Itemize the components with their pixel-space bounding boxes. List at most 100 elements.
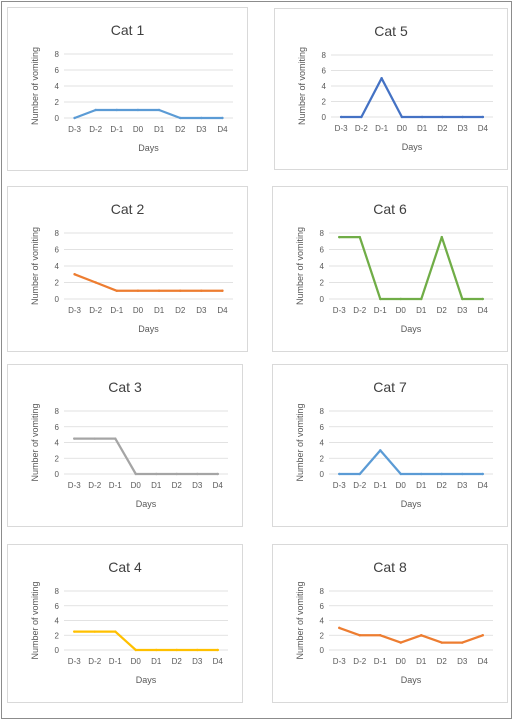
data-point	[358, 472, 361, 476]
x-tick-label: D1	[417, 124, 428, 133]
data-point	[440, 472, 443, 476]
x-tick-label: D0	[133, 125, 144, 134]
data-point	[196, 648, 199, 652]
x-tick-label: D1	[416, 306, 427, 315]
x-tick-label: D-1	[110, 306, 123, 315]
y-tick-label: 8	[322, 51, 327, 60]
x-axis-title: Days	[401, 324, 422, 334]
data-point	[157, 108, 161, 112]
y-tick-label: 8	[55, 407, 60, 416]
y-tick-label: 2	[320, 631, 325, 640]
data-point	[399, 297, 402, 301]
y-tick-label: 0	[55, 646, 60, 655]
y-tick-label: 0	[55, 114, 60, 123]
x-tick-label: D-1	[109, 481, 122, 490]
y-tick-label: 8	[55, 229, 60, 238]
chart-title: Cat 2	[111, 201, 145, 217]
x-tick-label: D-2	[353, 657, 366, 666]
x-axis-title: Days	[401, 675, 422, 685]
y-tick-label: 6	[55, 602, 60, 611]
y-tick-label: 0	[55, 295, 60, 304]
data-point	[441, 115, 444, 119]
series-line	[73, 108, 224, 120]
x-tick-label: D-3	[333, 481, 346, 490]
data-point	[221, 116, 224, 120]
x-tick-label: D-2	[353, 306, 366, 315]
data-point	[93, 437, 96, 440]
data-point	[481, 297, 484, 301]
series-line	[338, 626, 484, 644]
x-tick-label: D0	[131, 481, 142, 490]
chart-panel-cat-1: Cat 1 0 2 4 6 8 D-3 D-2 D-1 D0 D1 D2 D3 D4 Days Number …	[7, 7, 248, 171]
data-point	[200, 116, 203, 120]
chart-svg: Cat 1 0 2 4 6 8 D-3 D-2 D-1 D0 D1 D2 D3 D4 Days Number …	[30, 22, 233, 153]
data-point	[175, 648, 178, 652]
x-tick-label: D3	[457, 306, 468, 315]
x-tick-label: D-1	[109, 657, 122, 666]
x-tick-label: D-3	[333, 306, 346, 315]
x-tick-label: D-1	[375, 124, 388, 133]
chart-panel-cat-8: Cat 8 0 2 4 6 8 D-3 D-2 D-1 D0 D1 D2 D3 D4 Days Number …	[272, 544, 508, 703]
data-point	[178, 289, 182, 292]
x-tick-label: D-1	[374, 306, 387, 315]
chart-panel-cat-3: Cat 3 0 2 4 6 8 D-3 D-2 D-1 D0 D1 D2 D3 D4 Days Number …	[7, 364, 243, 527]
x-tick-label: D-2	[88, 481, 101, 490]
data-point	[155, 472, 158, 476]
chart-svg: Cat 3 0 2 4 6 8 D-3 D-2 D-1 D0 D1 D2 D3 D4 Days Number …	[30, 379, 228, 509]
x-tick-label: D-2	[89, 306, 102, 315]
x-tick-label: D-1	[110, 125, 123, 134]
data-point	[221, 289, 224, 292]
chart-title: Cat 3	[108, 379, 142, 395]
chart-title: Cat 5	[374, 23, 408, 39]
y-tick-label: 6	[55, 246, 60, 255]
x-tick-label: D3	[192, 657, 203, 666]
data-point	[461, 641, 464, 644]
y-tick-label: 0	[322, 113, 327, 122]
x-tick-label: D4	[213, 657, 224, 666]
x-tick-label: D2	[175, 306, 186, 315]
data-point	[155, 648, 158, 652]
data-point	[420, 634, 423, 637]
y-tick-label: 4	[55, 439, 60, 448]
data-point	[178, 116, 182, 120]
data-point	[73, 116, 76, 120]
data-point	[338, 235, 341, 239]
x-tick-label: D4	[217, 125, 228, 134]
y-tick-label: 8	[55, 587, 60, 596]
x-tick-label: D-3	[68, 306, 81, 315]
x-tick-label: D3	[196, 125, 207, 134]
data-point	[338, 626, 341, 630]
x-tick-label: D2	[437, 306, 448, 315]
data-point	[461, 115, 464, 119]
chart-title: Cat 7	[373, 379, 407, 395]
x-tick-label: D-3	[68, 125, 81, 134]
data-point	[379, 449, 382, 452]
data-point	[216, 472, 219, 476]
x-tick-label: D2	[437, 481, 448, 490]
data-point	[136, 108, 140, 112]
y-tick-label: 2	[55, 631, 60, 640]
y-axis-title: Number of vomiting	[297, 47, 307, 125]
chart-title: Cat 6	[373, 201, 407, 217]
data-point	[461, 472, 464, 476]
y-axis-title: Number of vomiting	[295, 227, 305, 305]
x-tick-label: D3	[457, 657, 468, 666]
x-tick-label: D-2	[355, 124, 368, 133]
chart-svg: Cat 4 0 2 4 6 8 D-3 D-2 D-1 D0 D1 D2 D3 D4 Days Number …	[30, 559, 228, 685]
data-point	[134, 472, 137, 476]
x-axis-title: Days	[402, 142, 423, 152]
data-point	[339, 115, 343, 119]
chart-svg: Cat 8 0 2 4 6 8 D-3 D-2 D-1 D0 D1 D2 D3 D4 Days Number …	[295, 559, 493, 685]
data-point	[196, 472, 199, 476]
data-point	[399, 641, 402, 644]
chart-panel-cat-4: Cat 4 0 2 4 6 8 D-3 D-2 D-1 D0 D1 D2 D3 D4 Days Number …	[7, 544, 243, 703]
data-point	[157, 289, 161, 292]
y-tick-label: 2	[55, 454, 60, 463]
chart-title: Cat 1	[111, 22, 145, 38]
x-tick-label: D0	[397, 124, 408, 133]
y-tick-label: 6	[55, 66, 60, 75]
y-axis-title: Number of vomiting	[295, 581, 305, 659]
x-tick-label: D-3	[68, 657, 81, 666]
data-point	[114, 630, 117, 633]
y-tick-label: 2	[320, 454, 325, 463]
